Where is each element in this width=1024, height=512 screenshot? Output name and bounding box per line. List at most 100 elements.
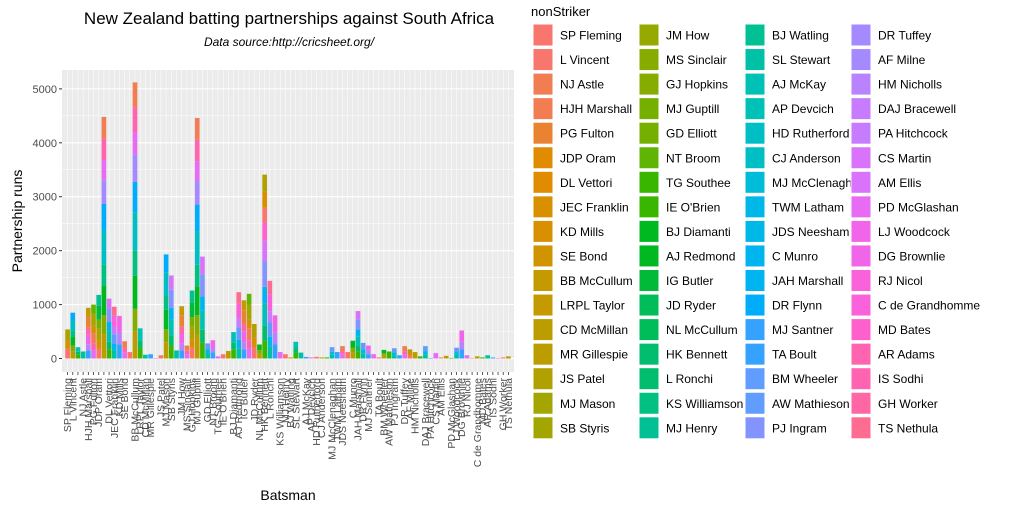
bar-segment [111, 343, 117, 351]
bar-segment [226, 350, 231, 359]
bar-segment [200, 274, 205, 297]
bar-segment [355, 311, 361, 320]
bar-segment [70, 312, 76, 321]
bar-segment [298, 352, 304, 359]
x-tick-label: HD Rutherford [311, 378, 323, 446]
legend-label: L Ronchi [666, 372, 713, 386]
bar-segment [350, 347, 356, 353]
bar-segment [241, 300, 247, 311]
legend-swatch [638, 367, 660, 391]
legend-item: IE O'Brien [638, 195, 720, 219]
bar-stack [329, 347, 335, 359]
bar-segment [366, 350, 371, 355]
bar-segment [334, 352, 340, 359]
bar-segment [106, 298, 112, 309]
bar-stack [345, 352, 350, 359]
bar-segment [469, 357, 475, 359]
x-tick-label: CS Martin [430, 378, 442, 425]
bar-stack [101, 116, 107, 359]
bar-segment [168, 319, 174, 336]
bar-segment [412, 352, 418, 359]
bar-segment [132, 308, 138, 331]
bar-segment [324, 357, 330, 359]
legend-swatch [532, 97, 554, 121]
bar-segment [402, 354, 408, 359]
bar-segment [179, 333, 185, 344]
bar-segment [246, 304, 252, 320]
legend-label: AW Mathieson [772, 397, 850, 411]
bar-segment [65, 348, 70, 359]
bar-stack [314, 356, 319, 359]
bar-segment [132, 275, 138, 309]
bar-segment [272, 332, 278, 345]
bar-segment [438, 357, 444, 359]
bar-stack [340, 346, 345, 359]
x-tick-label: IG Butler [238, 378, 250, 420]
bar-segment [117, 315, 122, 333]
bar-segment [288, 357, 293, 359]
legend-item: DR Flynn [744, 293, 822, 317]
bar-segment [345, 352, 350, 359]
bar-segment [101, 315, 107, 335]
bar-segment [101, 286, 107, 316]
x-tick-label: IS Sodhi [487, 378, 499, 418]
legend-item: AJ McKay [744, 72, 826, 96]
bar-segment [340, 346, 345, 352]
y-tick-label: 0 [51, 354, 57, 366]
legend-swatch [532, 219, 554, 243]
bar-segment [70, 330, 76, 338]
bar-stack [236, 292, 242, 359]
legend-item: HM Nicholls [850, 72, 942, 96]
bar-stack [86, 307, 91, 359]
bar-segment [231, 349, 236, 359]
bar-segment [127, 352, 133, 359]
bar-segment [231, 332, 236, 343]
bar-segment [262, 191, 267, 208]
legend-item: L Ronchi [638, 367, 713, 391]
legend-item: TWM Latham [744, 195, 844, 219]
legend-swatch [850, 72, 872, 96]
legend-swatch [850, 293, 872, 317]
bar-segment [194, 264, 200, 287]
x-tick-label: AF Milne [404, 378, 416, 420]
bar-segment [236, 339, 242, 349]
bar-segment [96, 294, 102, 306]
bar-segment [314, 356, 319, 359]
legend-item: KS Williamson [638, 391, 743, 415]
legend-swatch [744, 146, 766, 170]
legend-swatch [638, 146, 660, 170]
bar-segment [205, 343, 210, 350]
bar-segment [485, 355, 490, 359]
bar-segment [132, 250, 138, 276]
legend-swatch [532, 293, 554, 317]
legend-swatch [638, 342, 660, 366]
legend-item: HJH Marshall [532, 97, 632, 121]
bar-segment [70, 345, 76, 352]
bar-segment [205, 353, 210, 359]
legend-label: PD McGlashan [878, 200, 959, 214]
legend-swatch [638, 23, 660, 47]
bar-segment [132, 132, 138, 155]
legend-swatch [638, 318, 660, 342]
legend-swatch [532, 244, 554, 268]
bar-stack [174, 350, 179, 359]
bar-stack [179, 306, 185, 359]
bar-segment [65, 341, 70, 349]
legend-label: PG Fulton [560, 127, 614, 141]
bar-stack [205, 343, 210, 359]
bar-stack [65, 329, 70, 359]
x-tick-label: PJ Ingram [389, 378, 401, 426]
legend-item: JDS Neesham [744, 219, 849, 243]
legend-label: AM Ellis [878, 176, 921, 190]
x-tick-label: MJ Mason [161, 378, 173, 427]
bar-segment [246, 293, 252, 305]
legend-label: C de Grandhomme [878, 299, 980, 313]
bar-stack [283, 354, 288, 359]
legend-swatch [532, 318, 554, 342]
bar-segment [80, 351, 86, 359]
x-tick-label: KD Mills [114, 378, 126, 417]
bar-stack [241, 300, 247, 359]
bar-segment [168, 307, 174, 320]
legend-item: AR Adams [850, 342, 935, 366]
bar-segment [340, 351, 345, 355]
